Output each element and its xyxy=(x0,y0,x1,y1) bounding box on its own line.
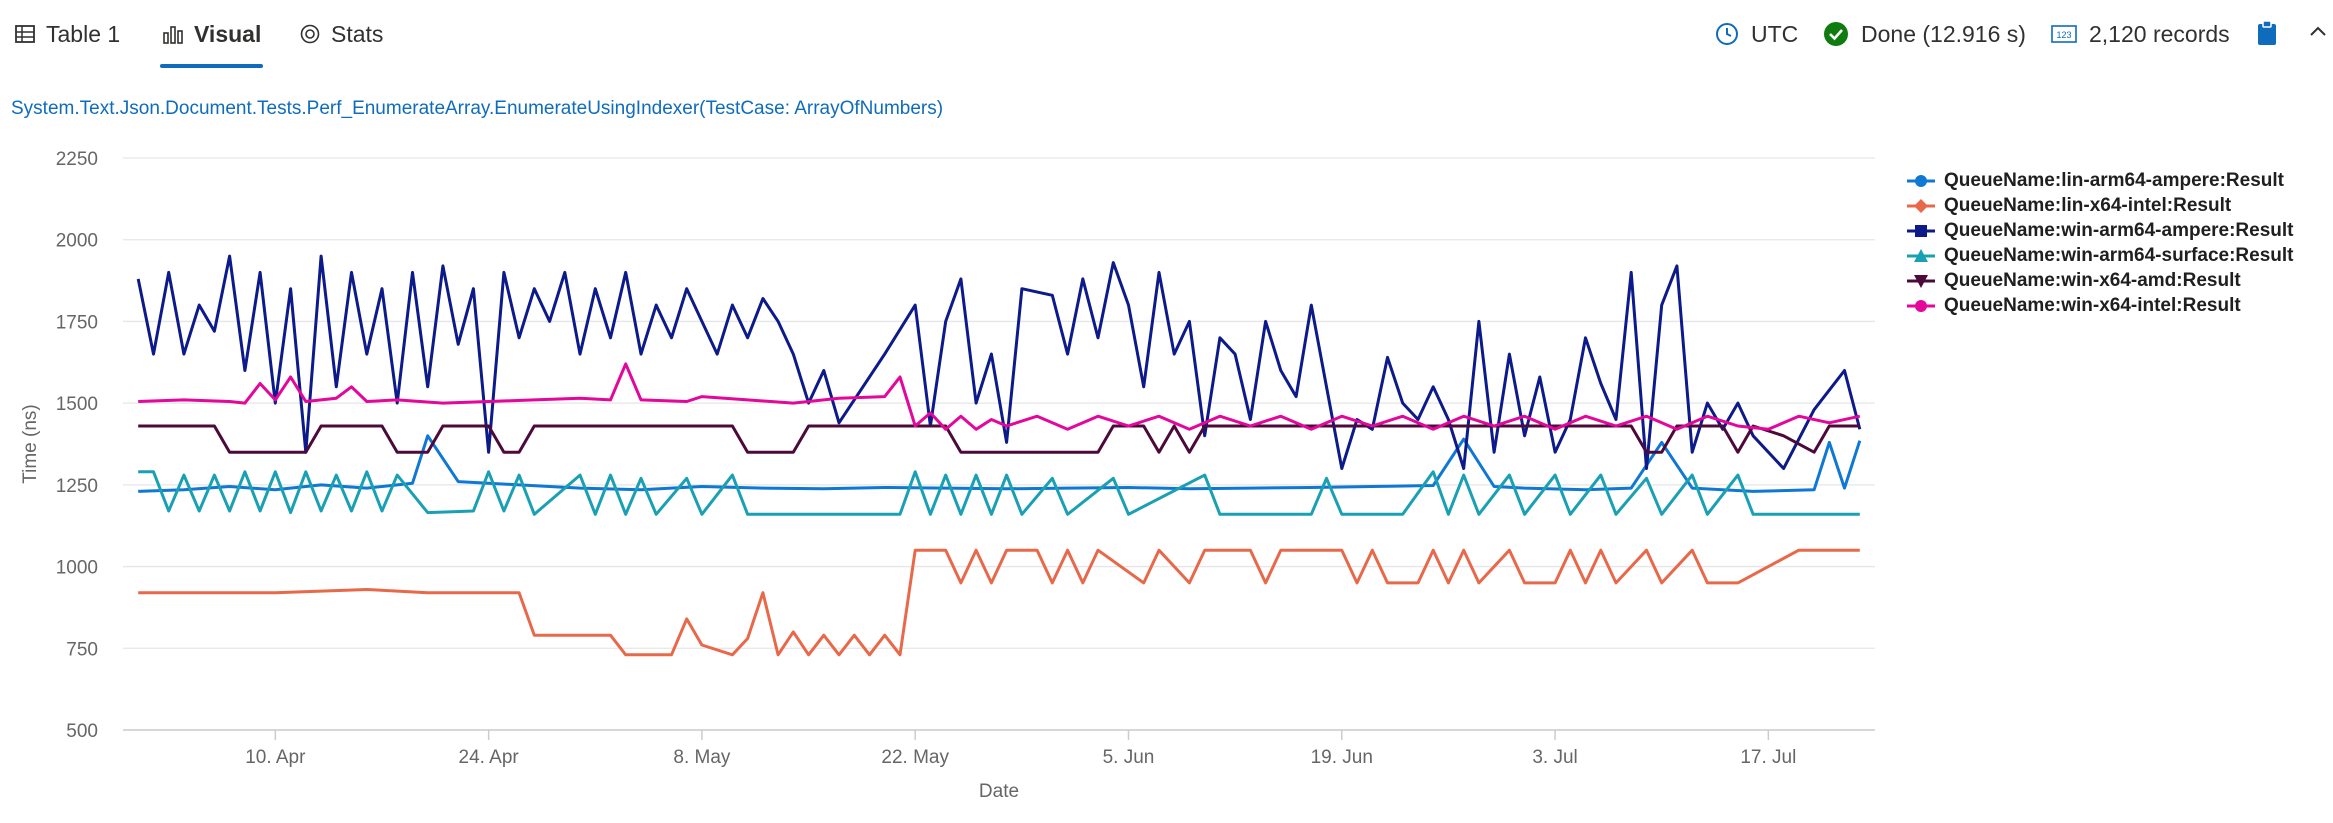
y-tick-label: 2250 xyxy=(56,149,98,170)
bar-chart-icon xyxy=(163,26,183,44)
stats-icon xyxy=(300,24,320,44)
records-text: 2,120 records xyxy=(2089,20,2230,47)
x-tick-label: 10. Apr xyxy=(245,747,306,768)
x-tick-label: 8. May xyxy=(673,747,731,768)
legend-label: QueueName:lin-x64-intel:Result xyxy=(1944,194,2232,216)
query-status: Done (12.916 s) xyxy=(1823,0,2026,68)
active-tab-indicator xyxy=(160,64,264,68)
y-tick-label: 500 xyxy=(66,721,98,742)
tab-label: Visual xyxy=(194,20,262,47)
status-text: Done (12.916 s) xyxy=(1861,20,2026,47)
svg-text:123: 123 xyxy=(2056,30,2071,40)
grid-lines xyxy=(123,157,1875,731)
chart-legend: QueueName:lin-arm64-ampere:Result QueueNa… xyxy=(1906,168,2294,318)
y-tick-label: 1500 xyxy=(56,394,98,415)
chart-title: System.Text.Json.Document.Tests.Perf_Enu… xyxy=(11,98,944,119)
y-tick-label: 1250 xyxy=(56,476,98,497)
tab-label: Stats xyxy=(331,20,384,47)
x-tick-label: 24. Apr xyxy=(459,747,520,768)
x-tick-label: 17. Jul xyxy=(1740,747,1796,768)
y-tick-label: 750 xyxy=(66,639,98,660)
tab-table-1[interactable]: Table 1 xyxy=(14,0,120,68)
chevron-up-icon[interactable] xyxy=(2308,24,2328,38)
legend-item[interactable]: QueueName:win-x64-amd:Result xyxy=(1906,268,2294,293)
legend-marker-icon xyxy=(1907,248,1935,262)
legend-label: QueueName:win-arm64-ampere:Result xyxy=(1944,219,2294,241)
y-axis-ticks: 500 750 1000 1250 1500 1750 2000 2250 xyxy=(56,149,98,742)
legend-marker-icon xyxy=(1907,224,1935,237)
series-line xyxy=(138,548,1860,657)
legend-marker-icon xyxy=(1907,174,1935,187)
series-line xyxy=(138,362,1861,431)
number-icon: 123 xyxy=(2051,25,2077,43)
legend-label: QueueName:win-x64-intel:Result xyxy=(1944,294,2241,316)
table-icon xyxy=(15,25,35,43)
tab-stats[interactable]: Stats xyxy=(299,0,383,68)
series-line xyxy=(138,434,1862,493)
toolbar: Table 1 Visual Stats UTC Done (12.916 s) xyxy=(0,0,2333,68)
series-line xyxy=(138,424,1860,454)
y-tick-label: 1750 xyxy=(56,312,98,333)
x-tick-label: 3. Jul xyxy=(1532,747,1577,768)
legend-label: QueueName:win-x64-amd:Result xyxy=(1944,269,2241,291)
legend-item[interactable]: QueueName:lin-x64-intel:Result xyxy=(1906,193,2294,218)
x-axis-label: Date xyxy=(979,781,1019,802)
timezone-indicator[interactable]: UTC xyxy=(1715,0,1798,68)
series-line xyxy=(138,470,1860,516)
y-axis-label: Time (ns) xyxy=(20,404,41,484)
legend-marker-icon xyxy=(1907,198,1935,213)
legend-marker-icon xyxy=(1907,299,1935,312)
legend-label: QueueName:win-arm64-surface:Result xyxy=(1944,244,2294,266)
x-tick-label: 5. Jun xyxy=(1103,747,1155,768)
legend-marker-icon xyxy=(1907,274,1935,288)
tab-label: Table 1 xyxy=(46,20,121,47)
series-layer xyxy=(136,254,1862,657)
x-tick-label: 22. May xyxy=(881,747,949,768)
legend-item[interactable]: QueueName:win-arm64-surface:Result xyxy=(1906,243,2294,268)
clipboard-icon[interactable] xyxy=(2256,20,2278,46)
records-count: 123 2,120 records xyxy=(2051,0,2230,68)
clock-icon xyxy=(1716,23,1738,45)
check-circle-icon xyxy=(1824,22,1848,46)
series-line xyxy=(136,254,1862,470)
timezone-label: UTC xyxy=(1751,20,1799,47)
legend-item[interactable]: QueueName:lin-arm64-ampere:Result xyxy=(1906,168,2294,193)
y-tick-label: 1000 xyxy=(56,558,98,579)
legend-item[interactable]: QueueName:win-x64-intel:Result xyxy=(1906,293,2294,318)
y-tick-label: 2000 xyxy=(56,231,98,252)
legend-item[interactable]: QueueName:win-arm64-ampere:Result xyxy=(1906,218,2294,243)
x-axis-ticks: 10. Apr 24. Apr 8. May 22. May 5. Jun 19. Jun… xyxy=(245,730,1796,768)
x-tick-label: 19. Jun xyxy=(1311,747,1373,768)
tab-visual[interactable]: Visual xyxy=(160,0,264,68)
legend-label: QueueName:lin-arm64-ampere:Result xyxy=(1944,169,2284,191)
